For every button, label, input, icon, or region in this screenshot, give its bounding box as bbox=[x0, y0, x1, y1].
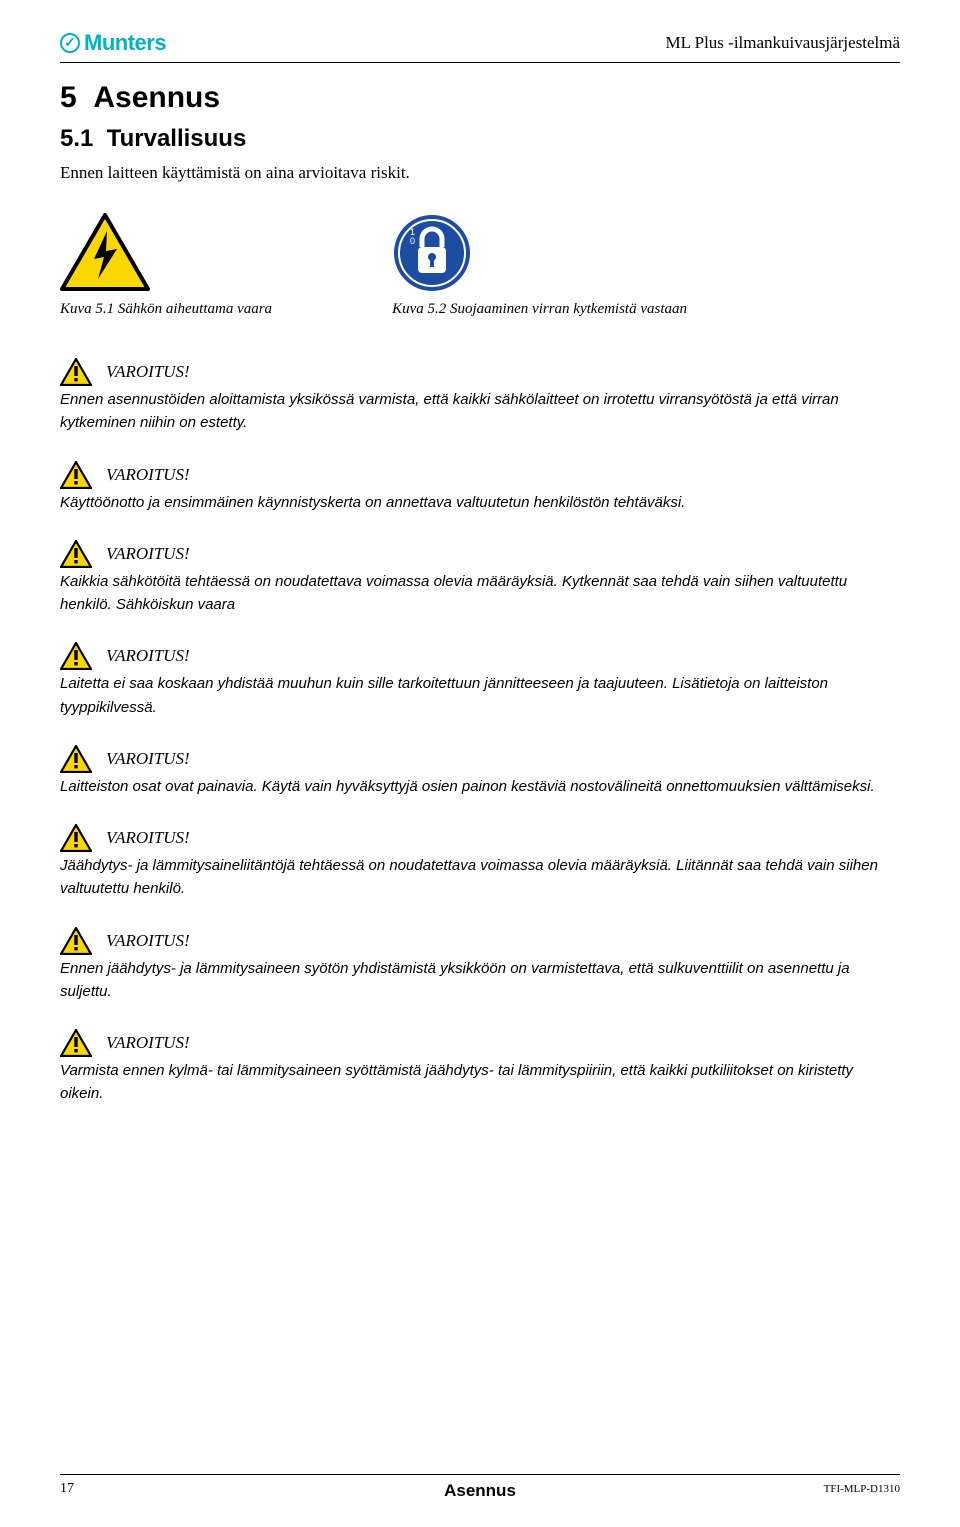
electrical-hazard-icon bbox=[60, 213, 150, 293]
warning-header: VAROITUS! bbox=[60, 1029, 900, 1057]
warning-header: VAROITUS! bbox=[60, 540, 900, 568]
figure-electrical-hazard: Kuva 5.1 Sähkön aiheuttama vaara bbox=[60, 213, 272, 318]
lockout-icon: 1 0 bbox=[392, 213, 472, 293]
warning-triangle-icon bbox=[60, 745, 92, 773]
warning-triangle-icon bbox=[60, 824, 92, 852]
warning-block: VAROITUS! Jäähdytys- ja lämmitysaineliit… bbox=[60, 824, 900, 901]
warning-header: VAROITUS! bbox=[60, 642, 900, 670]
warning-text: Laitetta ei saa koskaan yhdistää muuhun … bbox=[60, 672, 900, 719]
warning-header: VAROITUS! bbox=[60, 358, 900, 386]
brand-name: Munters bbox=[84, 30, 166, 56]
warning-triangle-icon bbox=[60, 927, 92, 955]
subsection-heading: 5.1 Turvallisuus bbox=[60, 125, 900, 153]
warning-block: VAROITUS! Laitteiston osat ovat painavia… bbox=[60, 745, 900, 798]
section-title: Asennus bbox=[93, 81, 220, 114]
warning-block: VAROITUS! Ennen asennustöiden aloittamis… bbox=[60, 358, 900, 435]
footer-section-name: Asennus bbox=[444, 1481, 516, 1501]
warning-label: VAROITUS! bbox=[106, 749, 190, 769]
warning-header: VAROITUS! bbox=[60, 461, 900, 489]
warning-label: VAROITUS! bbox=[106, 465, 190, 485]
warning-header: VAROITUS! bbox=[60, 824, 900, 852]
warning-triangle-icon bbox=[60, 1029, 92, 1057]
warning-text: Käyttöönotto ja ensimmäinen käynnistyske… bbox=[60, 491, 900, 514]
warning-block: VAROITUS! Kaikkia sähkötöitä tehtäessä o… bbox=[60, 540, 900, 617]
figures-row: Kuva 5.1 Sähkön aiheuttama vaara 1 0 Kuv… bbox=[60, 213, 900, 318]
page-number: 17 bbox=[60, 1481, 74, 1497]
warning-text: Ennen asennustöiden aloittamista yksikös… bbox=[60, 388, 900, 435]
svg-text:0: 0 bbox=[410, 236, 415, 246]
warning-text: Laitteiston osat ovat painavia. Käytä va… bbox=[60, 775, 900, 798]
subsection-number: 5.1 bbox=[60, 125, 93, 152]
warning-label: VAROITUS! bbox=[106, 646, 190, 666]
subsection-title: Turvallisuus bbox=[107, 125, 247, 152]
warning-block: VAROITUS! Käyttöönotto ja ensimmäinen kä… bbox=[60, 461, 900, 514]
warning-triangle-icon bbox=[60, 461, 92, 489]
figure-caption-1: Kuva 5.1 Sähkön aiheuttama vaara bbox=[60, 301, 272, 318]
warning-label: VAROITUS! bbox=[106, 828, 190, 848]
logo-checkmark-icon: ✓ bbox=[60, 33, 80, 53]
warning-text: Jäähdytys- ja lämmitysaineliitäntöjä teh… bbox=[60, 854, 900, 901]
warning-label: VAROITUS! bbox=[106, 544, 190, 564]
warning-label: VAROITUS! bbox=[106, 362, 190, 382]
warning-header: VAROITUS! bbox=[60, 745, 900, 773]
warning-triangle-icon bbox=[60, 642, 92, 670]
warning-text: Kaikkia sähkötöitä tehtäessä on noudatet… bbox=[60, 570, 900, 617]
figure-caption-2: Kuva 5.2 Suojaaminen virran kytkemistä v… bbox=[392, 301, 687, 318]
warning-triangle-icon bbox=[60, 358, 92, 386]
warning-text: Ennen jäähdytys- ja lämmitysaineen syötö… bbox=[60, 957, 900, 1004]
footer-doc-code: TFI-MLP-D1310 bbox=[824, 1483, 900, 1495]
warning-label: VAROITUS! bbox=[106, 1033, 190, 1053]
warning-triangle-icon bbox=[60, 540, 92, 568]
warning-text: Varmista ennen kylmä- tai lämmitysaineen… bbox=[60, 1059, 900, 1106]
intro-text: Ennen laitteen käyttämistä on aina arvio… bbox=[60, 163, 900, 183]
page-header: ✓ Munters ML Plus -ilmankuivausjärjestel… bbox=[60, 30, 900, 63]
warning-label: VAROITUS! bbox=[106, 931, 190, 951]
section-heading: 5 Asennus bbox=[60, 81, 900, 115]
page-footer: 17 Asennus TFI-MLP-D1310 bbox=[60, 1474, 900, 1497]
warning-block: VAROITUS! Laitetta ei saa koskaan yhdist… bbox=[60, 642, 900, 719]
section-number: 5 bbox=[60, 81, 77, 114]
warning-block: VAROITUS! Varmista ennen kylmä- tai lämm… bbox=[60, 1029, 900, 1106]
brand-logo: ✓ Munters bbox=[60, 30, 166, 56]
figure-lockout: 1 0 Kuva 5.2 Suojaaminen virran kytkemis… bbox=[392, 213, 687, 318]
warning-header: VAROITUS! bbox=[60, 927, 900, 955]
warning-block: VAROITUS! Ennen jäähdytys- ja lämmitysai… bbox=[60, 927, 900, 1004]
document-title: ML Plus -ilmankuivausjärjestelmä bbox=[666, 33, 901, 53]
